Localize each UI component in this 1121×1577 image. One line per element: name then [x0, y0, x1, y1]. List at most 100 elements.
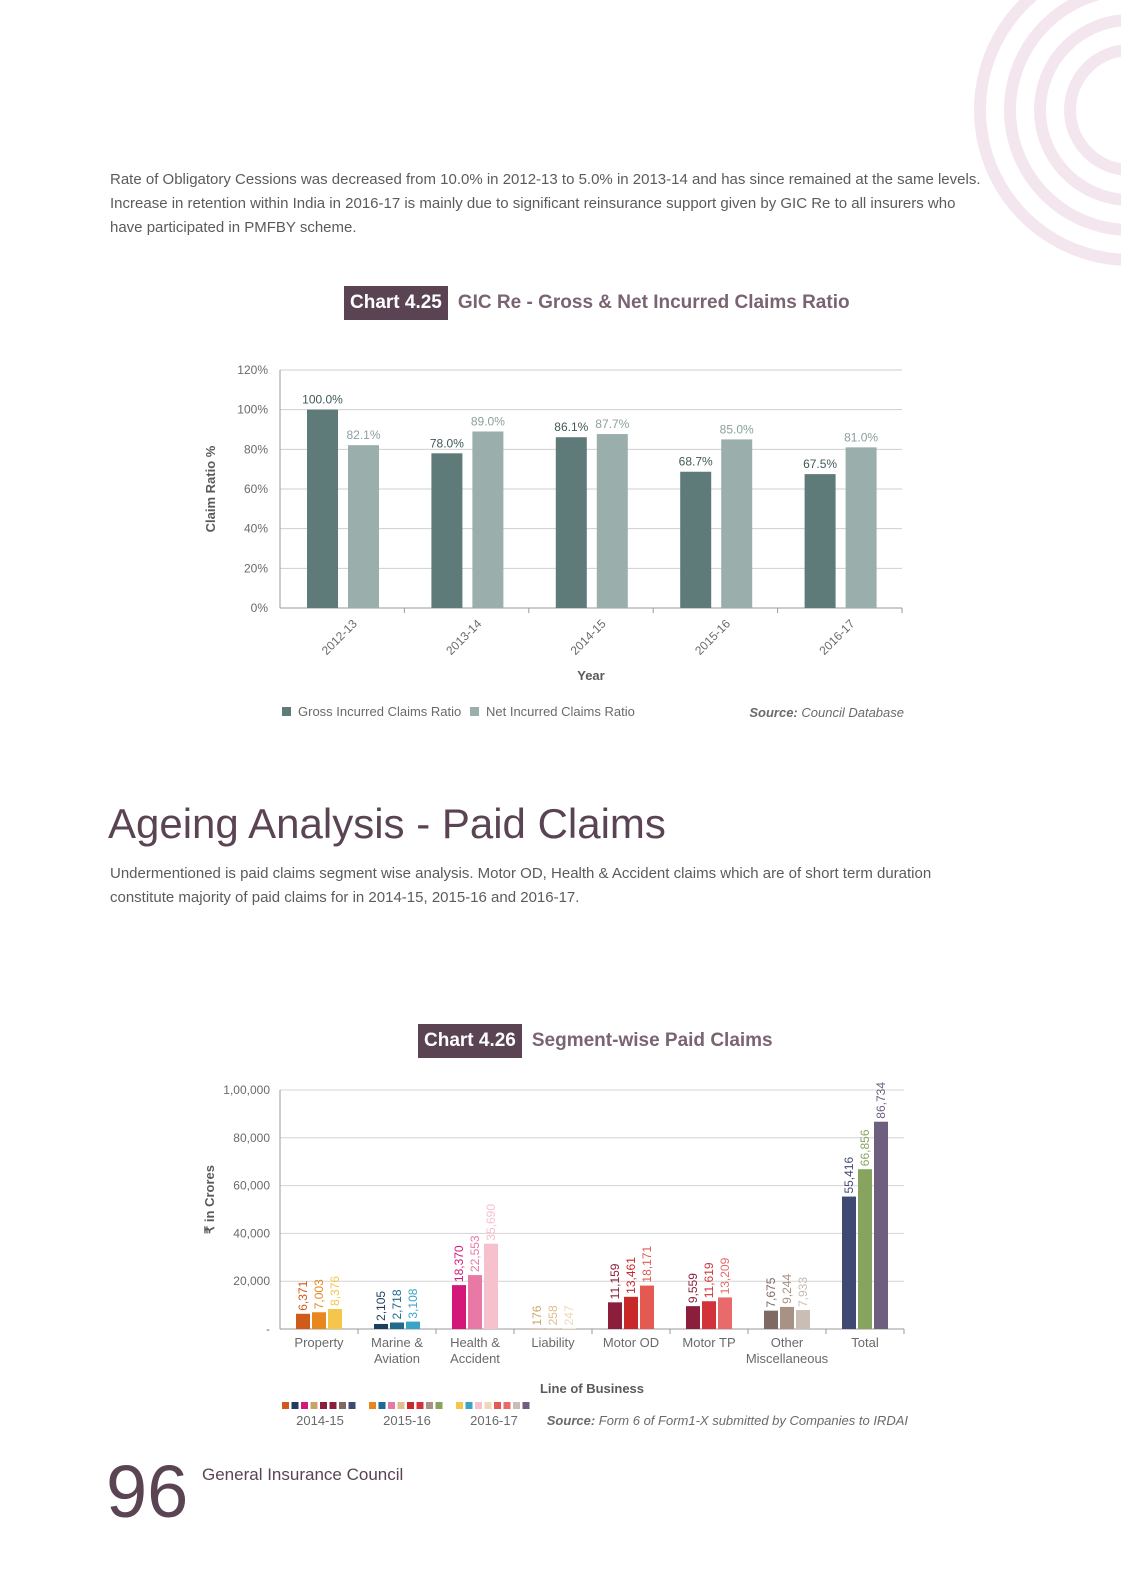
- bar: [307, 409, 338, 608]
- bar: [608, 1302, 622, 1329]
- data-label: 22,553: [468, 1235, 482, 1272]
- data-label: 2,718: [390, 1289, 404, 1319]
- x-tick-label: Motor OD: [603, 1335, 659, 1350]
- x-tick-label: Marine &: [371, 1335, 423, 1350]
- data-label: 81.0%: [844, 430, 878, 444]
- data-label: 82.1%: [346, 428, 380, 442]
- legend-label: Gross Incurred Claims Ratio: [298, 704, 461, 719]
- legend-label: Net Incurred Claims Ratio: [486, 704, 635, 719]
- bar: [472, 431, 504, 608]
- legend-swatch: [301, 1402, 308, 1409]
- bar: [804, 474, 836, 608]
- legend-label: 2015-16: [383, 1413, 431, 1428]
- legend-swatch: [435, 1402, 443, 1409]
- bar: [718, 1297, 732, 1329]
- data-label: 7,933: [796, 1277, 810, 1307]
- x-tick-label: Other: [771, 1335, 804, 1350]
- x-axis-title: Line of Business: [540, 1381, 644, 1396]
- bar: [431, 453, 463, 608]
- legend-swatch: [522, 1402, 530, 1409]
- y-tick-label: 60,000: [233, 1179, 270, 1193]
- x-tick-label: Health &: [450, 1335, 500, 1350]
- bar: [555, 437, 587, 608]
- legend-swatch: [475, 1402, 482, 1409]
- legend-swatch: [282, 707, 291, 716]
- legend-swatch: [484, 1402, 492, 1409]
- intro-line-2: Increase in retention within India in 20…: [110, 195, 956, 212]
- data-label: 13,461: [624, 1257, 638, 1294]
- data-label: 67.5%: [803, 457, 837, 471]
- data-label: 85.0%: [720, 422, 754, 436]
- bar: [845, 447, 877, 608]
- x-tick-label: 2012-13: [319, 616, 360, 657]
- data-label: 9,559: [686, 1273, 700, 1303]
- intro-paragraph: Rate of Obligatory Cessions was decrease…: [110, 168, 1010, 240]
- bar: [390, 1322, 404, 1329]
- section-line-2: constitute majority of paid claims for i…: [110, 889, 580, 906]
- y-tick-label: 60%: [244, 482, 268, 496]
- data-label: 6,371: [296, 1280, 310, 1310]
- data-label: 87.7%: [595, 417, 629, 431]
- data-label: 35,690: [484, 1204, 498, 1241]
- chart-tag: Chart 4.26: [418, 1024, 522, 1058]
- legend-swatch: [513, 1402, 520, 1409]
- bar: [468, 1275, 482, 1329]
- bar: [624, 1296, 638, 1329]
- data-label: 68.7%: [679, 455, 713, 469]
- legend-swatch: [465, 1402, 473, 1409]
- data-label: 11,619: [702, 1262, 716, 1298]
- data-label: 247: [562, 1305, 576, 1325]
- bar: [780, 1306, 794, 1329]
- bar: [874, 1121, 888, 1329]
- data-label: 2,105: [374, 1291, 388, 1321]
- data-label: 11,159: [608, 1263, 622, 1299]
- x-tick-label: 2015-16: [692, 616, 733, 657]
- legend-swatch: [503, 1402, 511, 1409]
- intro-line-3: have participated in PMFBY scheme.: [110, 219, 357, 236]
- legend-swatch: [416, 1402, 424, 1409]
- x-tick-label: 2016-17: [816, 616, 857, 657]
- source-note: Source: Council Database: [749, 705, 904, 720]
- x-tick-label: Liability: [531, 1335, 575, 1350]
- data-label: 7,003: [312, 1279, 326, 1309]
- legend-swatch: [494, 1402, 501, 1409]
- bar: [546, 1328, 560, 1329]
- bar: [640, 1285, 654, 1329]
- legend-swatch: [426, 1402, 433, 1409]
- data-label: 78.0%: [430, 436, 464, 450]
- bar: [702, 1301, 716, 1329]
- data-label: 86.1%: [554, 420, 588, 434]
- y-tick-label: 120%: [237, 363, 268, 377]
- legend-label: 2014-15: [296, 1413, 344, 1428]
- data-label: 66,856: [858, 1129, 872, 1166]
- y-axis-title: Claim Ratio %: [203, 445, 218, 532]
- legend-swatch: [369, 1402, 376, 1409]
- legend-label: 2016-17: [470, 1413, 518, 1428]
- x-tick-label: 2014-15: [568, 616, 609, 657]
- x-tick-label: Property: [294, 1335, 344, 1350]
- data-label: 176: [530, 1305, 544, 1325]
- data-label: 89.0%: [471, 414, 505, 428]
- legend-swatch: [291, 1402, 299, 1409]
- legend-swatch: [470, 707, 479, 716]
- bar: [721, 439, 753, 608]
- legend-swatch: [320, 1402, 327, 1409]
- bar: [842, 1196, 856, 1329]
- bar: [296, 1313, 310, 1329]
- source-note: Source: Form 6 of Form1-X submitted by C…: [547, 1413, 909, 1428]
- publisher-name: General Insurance Council: [202, 1465, 404, 1484]
- y-tick-label: 80,000: [233, 1131, 270, 1145]
- legend-swatch: [310, 1402, 318, 1409]
- y-tick-label: 80%: [244, 442, 268, 456]
- bar: [484, 1243, 498, 1329]
- bar: [686, 1306, 700, 1329]
- chart-tag: Chart 4.25: [344, 286, 448, 320]
- legend-swatch: [407, 1402, 414, 1409]
- bar: [596, 434, 628, 608]
- y-axis-title: ₹ in Crores: [202, 1165, 217, 1234]
- y-tick-label: 20%: [244, 561, 268, 575]
- bar: [374, 1323, 388, 1329]
- bar: [452, 1285, 466, 1329]
- chart-4-26-title: Chart 4.26 Segment-wise Paid Claims: [418, 1024, 773, 1058]
